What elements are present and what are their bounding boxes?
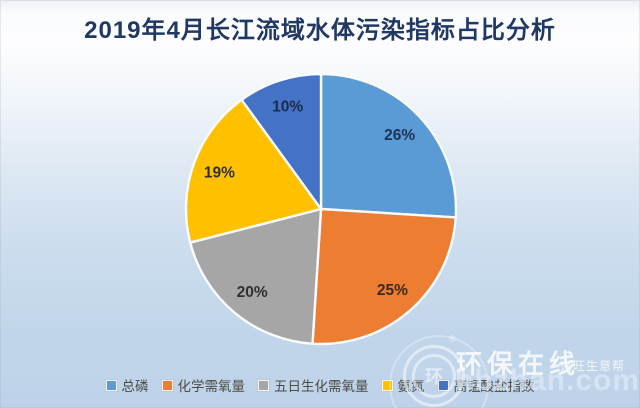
pie-slice-label: 25% bbox=[377, 282, 408, 299]
legend-swatch bbox=[105, 379, 117, 391]
pie-slice bbox=[311, 207, 457, 346]
legend-label: 化学需氧量 bbox=[177, 379, 246, 394]
pie-slice bbox=[184, 98, 323, 244]
legend-label: 五日生化需氧量 bbox=[274, 379, 369, 394]
pie-slice-label: 19% bbox=[204, 164, 235, 181]
pie-slice-label: 26% bbox=[384, 127, 415, 144]
pie-slice bbox=[189, 207, 323, 345]
legend-label: 总磷 bbox=[121, 379, 149, 394]
legend-item: 总磷 bbox=[105, 375, 149, 395]
legend-label: 氨氮 bbox=[397, 379, 425, 394]
chart-legend: 总磷 化学需氧量 五日生化需氧量 氨氮 高锰酸盐指数 bbox=[0, 375, 640, 395]
legend-label: 高锰酸盐指数 bbox=[453, 379, 535, 394]
legend-swatch bbox=[258, 379, 269, 391]
legend-item: 氨氮 bbox=[381, 375, 425, 395]
pie-slice-label: 20% bbox=[237, 284, 268, 301]
legend-swatch bbox=[381, 379, 393, 391]
legend-swatch bbox=[437, 379, 449, 391]
pie-slice-label: 10% bbox=[272, 98, 303, 115]
pie-slice bbox=[319, 72, 458, 219]
legend-item: 高锰酸盐指数 bbox=[437, 375, 535, 395]
legend-item: 五日生化需氧量 bbox=[258, 375, 369, 395]
chart-title: 2019年4月长江流域水体污染指标占比分析 bbox=[84, 17, 556, 44]
legend-item: 化学需氧量 bbox=[161, 375, 246, 395]
legend-swatch bbox=[161, 379, 173, 391]
pie-slice bbox=[240, 72, 323, 211]
